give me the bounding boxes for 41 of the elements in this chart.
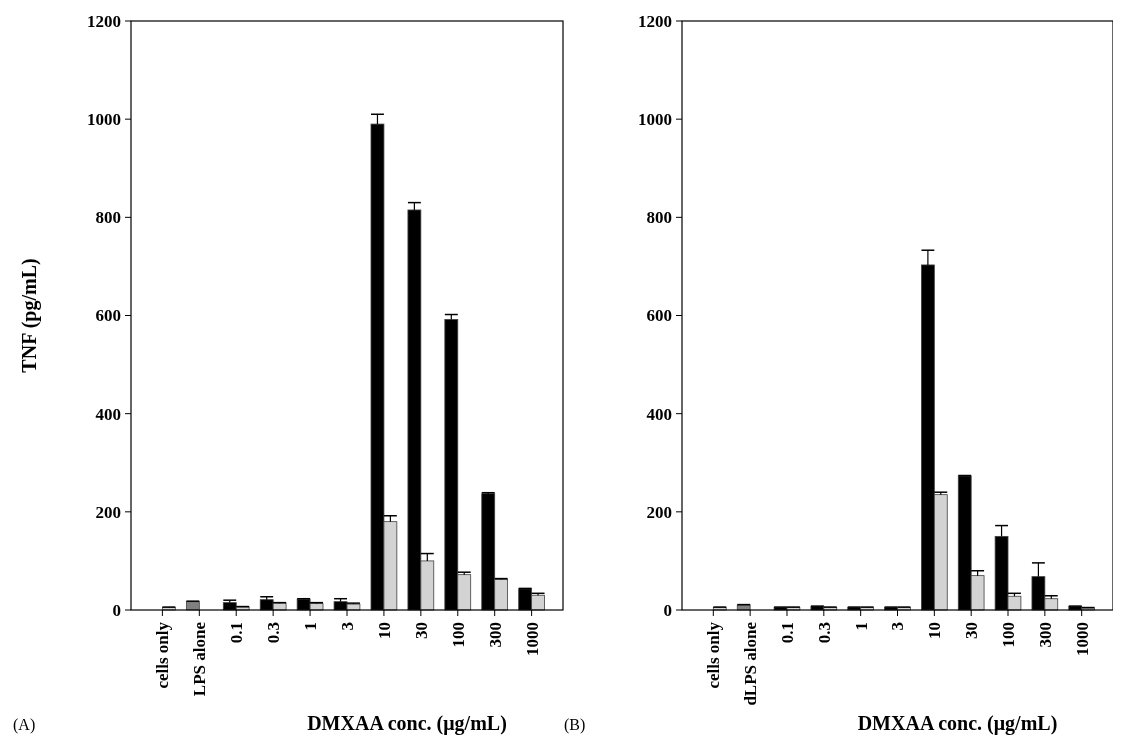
- x-tick-label: 1: [301, 622, 321, 631]
- y-tick-label: 1000: [638, 110, 672, 130]
- y-tick-label: 200: [646, 502, 672, 522]
- x-tick-label: LPS alone: [190, 621, 210, 697]
- x-tick-label: 3: [888, 622, 908, 631]
- y-tick-label: 800: [646, 208, 672, 228]
- y-tick-label: 1000: [87, 110, 121, 130]
- y-axis-title: TNF (pg/mL): [18, 258, 41, 373]
- y-tick-label: 1200: [638, 11, 672, 31]
- x-tick-label: 0.3: [264, 622, 284, 644]
- x-tick-label: 300: [1035, 622, 1055, 648]
- x-tick-label: 100: [448, 622, 468, 648]
- x-tick-label: 30: [962, 622, 982, 639]
- x-tick-label: 10: [925, 622, 945, 639]
- y-tick-label: 0: [112, 600, 121, 620]
- x-tick-label: cells only: [153, 621, 173, 689]
- x-tick-label: 30: [411, 622, 431, 639]
- text: (A): [13, 716, 36, 734]
- x-tick-label: dLPS alone: [741, 621, 761, 706]
- text: (B): [564, 716, 586, 734]
- x-tick-label: cells only: [704, 621, 724, 689]
- x-tick-label: 0.1: [777, 622, 797, 644]
- x-tick-label: 0.1: [227, 622, 247, 644]
- x-tick-label: 300: [485, 622, 505, 648]
- y-tick-label: 800: [95, 208, 121, 228]
- y-tick-label: 600: [646, 306, 672, 326]
- x-tick-label: 10: [374, 622, 394, 639]
- x-tick-label: 3: [337, 622, 357, 631]
- x-axis-title: DMXAA conc. (μg/mL): [857, 712, 1058, 735]
- x-tick-label: 0.3: [814, 622, 834, 644]
- x-axis-title: DMXAA conc. (μg/mL): [307, 712, 507, 735]
- y-tick-label: 200: [95, 502, 121, 522]
- x-tick-label: 1000: [522, 622, 542, 656]
- y-tick-label: 1200: [87, 11, 121, 31]
- y-tick-label: 0: [663, 600, 672, 620]
- x-tick-label: 1: [851, 622, 871, 631]
- x-tick-label: 100: [998, 622, 1018, 648]
- x-tick-label: 1000: [1072, 622, 1092, 656]
- y-tick-label: 600: [95, 306, 121, 326]
- y-tick-label: 400: [95, 404, 121, 424]
- y-tick-label: 400: [646, 404, 672, 424]
